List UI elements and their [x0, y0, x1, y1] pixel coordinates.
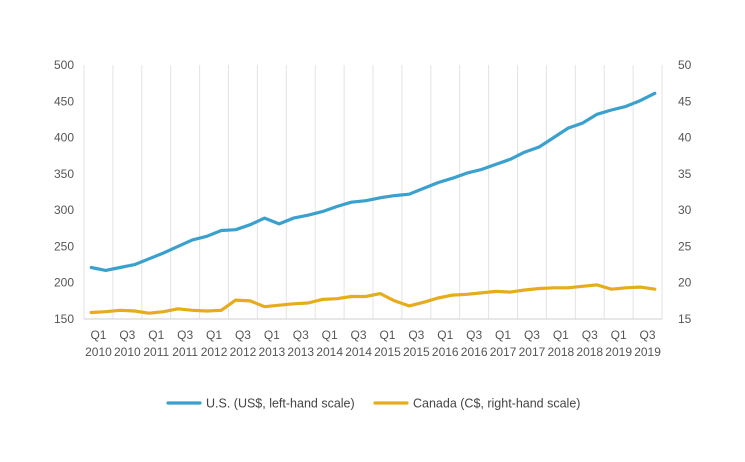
x-tick-year-label: 2015	[403, 345, 430, 359]
y-right-tick-label: 40	[678, 131, 692, 145]
x-tick-year-label: 2019	[605, 345, 632, 359]
y-left-tick-label: 250	[54, 239, 74, 253]
x-tick-year-label: 2017	[519, 345, 546, 359]
x-tick-quarter-label: Q1	[90, 328, 106, 342]
x-tick-year-label: 2014	[345, 345, 372, 359]
series-line-canada	[89, 283, 657, 315]
x-tick-quarter-label: Q1	[379, 328, 395, 342]
x-tick-quarter-label: Q3	[524, 328, 540, 342]
y-right-tick-label: 15	[678, 312, 692, 326]
series-lines	[89, 91, 657, 315]
x-tick-quarter-label: Q1	[437, 328, 453, 342]
x-tick-quarter-label: Q3	[177, 328, 193, 342]
y-left-tick-label: 200	[54, 276, 74, 290]
y-left-tick-label: 450	[54, 94, 74, 108]
x-tick-quarter-label: Q3	[582, 328, 598, 342]
x-tick-quarter-label: Q3	[466, 328, 482, 342]
x-tick-year-label: 2015	[374, 345, 401, 359]
x-tick-quarter-label: Q1	[322, 328, 338, 342]
x-tick-year-label: 2012	[230, 345, 257, 359]
y-right-tick-label: 50	[678, 58, 692, 72]
y-right-tick-label: 30	[678, 203, 692, 217]
x-tick-year-label: 2017	[490, 345, 517, 359]
x-tick-quarter-label: Q1	[611, 328, 627, 342]
y-right-tick-label: 20	[678, 276, 692, 290]
legend: U.S. (US$, left-hand scale) Canada (C$, …	[166, 397, 580, 411]
x-tick-year-label: 2011	[143, 345, 169, 359]
x-tick-year-label: 2016	[432, 345, 459, 359]
y-right-tick-label: 45	[678, 94, 692, 108]
x-tick-quarter-label: Q1	[148, 328, 164, 342]
x-tick-quarter-label: Q3	[119, 328, 135, 342]
y-left-tick-label: 500	[54, 58, 74, 72]
y-right-tick-label: 25	[678, 239, 692, 253]
x-tick-year-label: 2018	[547, 345, 574, 359]
legend-label-us: U.S. (US$, left-hand scale)	[206, 397, 355, 411]
x-tick-year-label: 2018	[576, 345, 603, 359]
gridlines	[83, 65, 663, 320]
y-right-tick-label: 35	[678, 167, 692, 181]
x-tick-quarter-label: Q1	[553, 328, 569, 342]
x-tick-year-label: 2019	[634, 345, 661, 359]
x-tick-year-label: 2012	[201, 345, 228, 359]
x-tick-quarter-label: Q3	[351, 328, 367, 342]
x-tick-quarter-label: Q3	[293, 328, 309, 342]
x-tick-year-label: 2011	[172, 345, 198, 359]
y-left-tick-label: 300	[54, 203, 74, 217]
legend-label-canada: Canada (C$, right-hand scale)	[413, 397, 580, 411]
x-tick-quarter-label: Q1	[264, 328, 280, 342]
y-left-tick-label: 350	[54, 167, 74, 181]
y-left-tick-label: 150	[54, 312, 74, 326]
axes: 150 200 250 300 350 400 450 500 15 20 25 30 35 40 45 50…	[54, 58, 692, 359]
x-tick-quarter-label: Q1	[495, 328, 511, 342]
x-tick-year-label: 2010	[114, 345, 141, 359]
x-tick-year-label: 2014	[316, 345, 343, 359]
x-tick-year-label: 2016	[461, 345, 488, 359]
x-tick-year-label: 2013	[287, 345, 314, 359]
x-tick-quarter-label: Q3	[640, 328, 656, 342]
x-tick-year-label: 2010	[85, 345, 112, 359]
x-tick-quarter-label: Q3	[235, 328, 251, 342]
x-tick-year-label: 2013	[258, 345, 285, 359]
x-tick-quarter-label: Q3	[408, 328, 424, 342]
series-line-us	[89, 91, 657, 272]
x-tick-quarter-label: Q1	[206, 328, 222, 342]
y-left-tick-label: 400	[54, 131, 74, 145]
